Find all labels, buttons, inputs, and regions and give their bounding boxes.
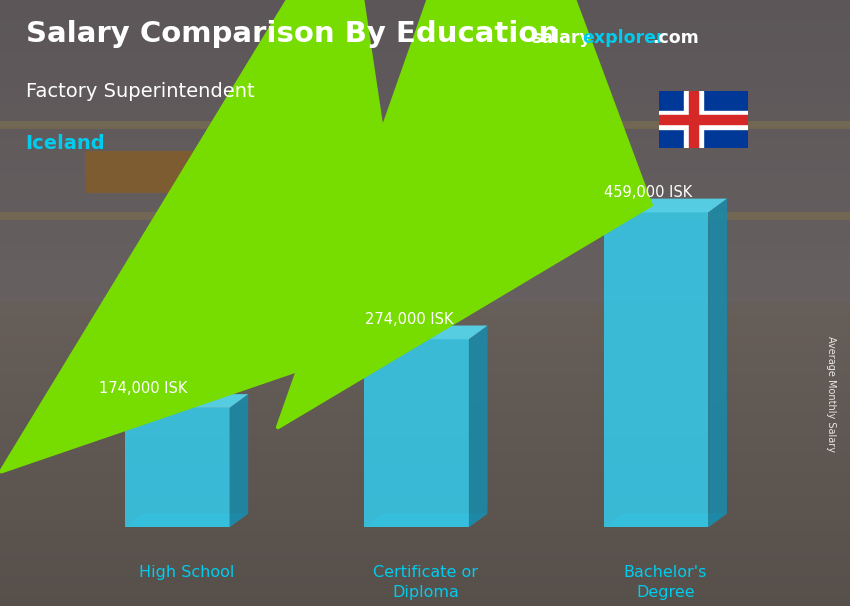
Text: Salary Comparison By Education: Salary Comparison By Education (26, 19, 558, 48)
Text: salary: salary (531, 30, 591, 47)
Bar (683, 91, 703, 148)
Polygon shape (604, 513, 727, 527)
Text: High School: High School (139, 565, 235, 580)
Polygon shape (125, 513, 248, 527)
Text: Bachelor's
Degree: Bachelor's Degree (624, 565, 707, 600)
Polygon shape (125, 394, 248, 408)
Text: 459,000 ISK: 459,000 ISK (604, 185, 693, 200)
Text: explorer: explorer (582, 30, 665, 47)
Text: .com: .com (652, 30, 699, 47)
Polygon shape (364, 513, 488, 527)
Text: Certificate or
Diploma: Certificate or Diploma (373, 565, 479, 600)
Polygon shape (604, 199, 727, 212)
Text: Factory Superintendent: Factory Superintendent (26, 82, 254, 101)
Bar (604, 212, 708, 527)
Text: Iceland: Iceland (26, 134, 105, 153)
Bar (659, 115, 748, 124)
Text: 274,000 ISK: 274,000 ISK (365, 312, 453, 327)
Polygon shape (230, 394, 248, 527)
Polygon shape (708, 199, 727, 527)
Polygon shape (364, 325, 488, 339)
Text: +68%: +68% (489, 147, 583, 175)
Polygon shape (469, 325, 488, 527)
Text: Average Monthly Salary: Average Monthly Salary (826, 336, 836, 452)
Text: 174,000 ISK: 174,000 ISK (99, 381, 188, 396)
Bar (688, 91, 699, 148)
Bar (125, 408, 230, 527)
Text: +57%: +57% (254, 275, 339, 301)
Bar (659, 111, 748, 128)
Bar (364, 339, 469, 527)
